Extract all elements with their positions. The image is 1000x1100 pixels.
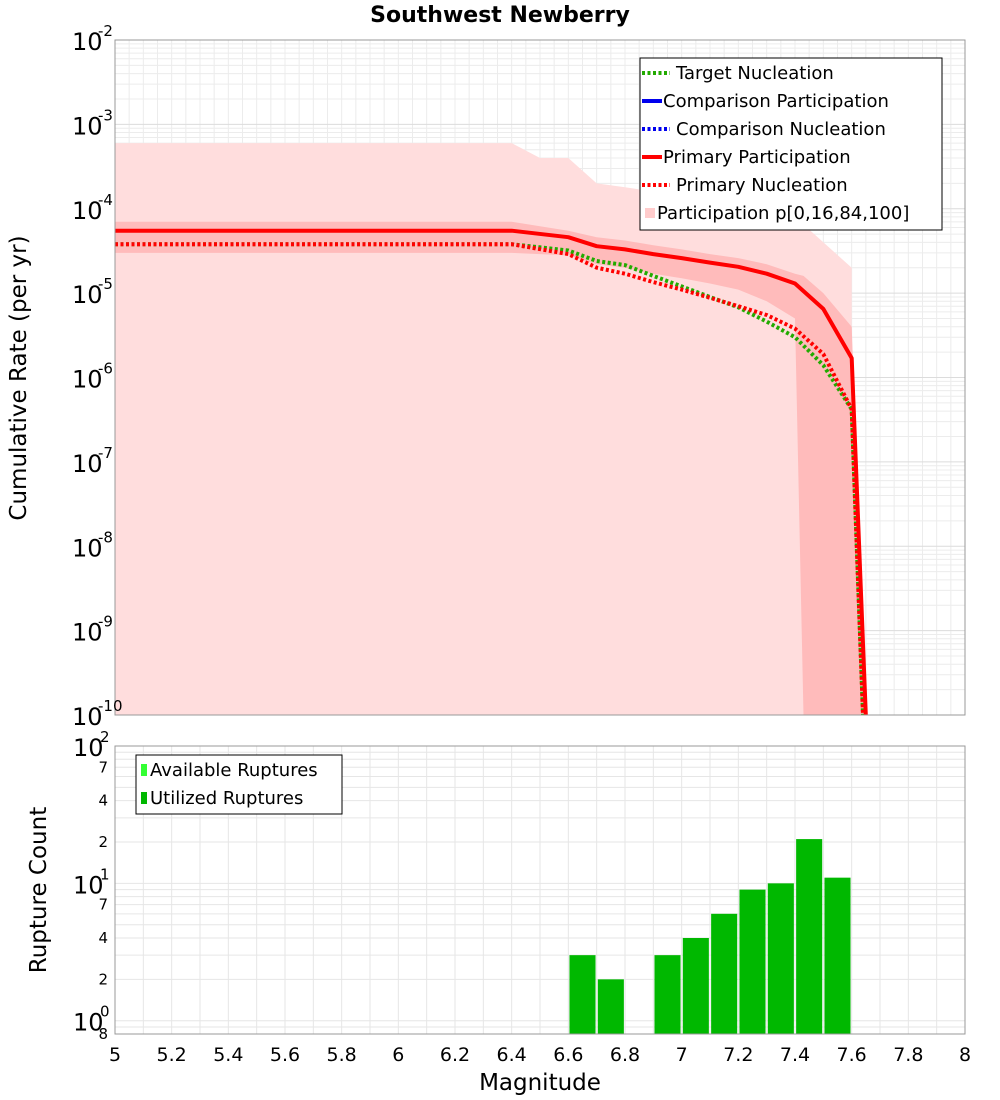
- x-tick-label: 7.4: [780, 1044, 810, 1066]
- x-tick-label: 6: [392, 1044, 404, 1066]
- top-legend-box: [639, 57, 943, 231]
- legend-label: Participation p[0,16,84,100]: [657, 203, 909, 224]
- y-tick-label: 10: [72, 619, 103, 647]
- y-tick-exponent: -3: [98, 106, 113, 124]
- x-tick-label: 5.4: [213, 1044, 243, 1066]
- top-legend: Target Nucleation Comparison Participatio…: [639, 57, 943, 231]
- legend-label: Target Nucleation: [675, 63, 834, 84]
- y-tick-label: 10: [73, 734, 104, 762]
- x-tick-label: 7.2: [723, 1044, 753, 1066]
- chart-title: Southwest Newberry: [370, 3, 630, 28]
- y-tick-label: 8: [98, 1025, 108, 1043]
- y-tick-label: 10: [72, 703, 103, 731]
- y-tick-exponent: -8: [98, 528, 113, 546]
- series-line-target-nucleation: [115, 242, 865, 716]
- y-tick-exponent: -10: [98, 697, 123, 715]
- x-tick-label: 8: [959, 1044, 971, 1066]
- bar: [767, 883, 794, 1034]
- y-tick-exponent: 0: [100, 1003, 110, 1021]
- bar: [711, 913, 738, 1034]
- legend-swatch-bar: [141, 792, 147, 804]
- x-axis-label: Magnitude: [479, 1070, 601, 1096]
- bar: [824, 877, 851, 1034]
- y-tick-exponent: 2: [100, 728, 110, 746]
- y-tick-exponent: 1: [100, 865, 110, 883]
- legend-swatch-bar: [141, 764, 147, 776]
- y-tick-label: 10: [72, 281, 103, 309]
- y-tick-label: 10: [72, 366, 103, 394]
- legend-label: Primary Nucleation: [676, 175, 848, 196]
- bar: [739, 889, 766, 1034]
- x-tick-label: 7: [676, 1044, 688, 1066]
- y-tick-label: 4: [98, 929, 108, 947]
- legend-label: Comparison Participation: [663, 91, 889, 112]
- x-ticks: 5 5.2 5.4 5.6 5.8 6 6.2 6.4 6.6 6.8 7 7.2 7.4 7.6 7.8 8: [109, 1044, 971, 1066]
- y-tick-label: 2: [98, 833, 108, 851]
- x-tick-label: 5.8: [327, 1044, 357, 1066]
- series-line-primary-nucleation: [115, 242, 865, 716]
- y-tick-label: 10: [73, 871, 104, 899]
- y-tick-label: 10: [72, 112, 103, 140]
- bottom-plot-border: [114, 745, 966, 1035]
- y-tick-exponent: -6: [98, 360, 113, 378]
- x-tick-label: 6.6: [553, 1044, 583, 1066]
- y-tick-label: 7: [98, 758, 108, 776]
- bar: [569, 955, 596, 1034]
- top-y-axis-label: Cumulative Rate (per yr): [6, 235, 32, 520]
- y-tick-label: 10: [72, 450, 103, 478]
- bar: [597, 979, 624, 1034]
- bottom-y-axis-label: Rupture Count: [26, 807, 52, 973]
- y-tick-label: 2: [98, 970, 108, 988]
- band-p0-p100: [115, 143, 852, 716]
- bottom-legend: Available Ruptures Utilized Ruptures: [135, 754, 343, 815]
- x-tick-label: 6.2: [440, 1044, 470, 1066]
- bar: [654, 955, 681, 1034]
- x-tick-label: 5.6: [270, 1044, 300, 1066]
- legend-label: Primary Participation: [663, 147, 851, 168]
- legend-label: Comparison Nucleation: [676, 119, 886, 140]
- y-tick-label: 10: [72, 28, 103, 56]
- bar: [682, 938, 709, 1034]
- x-tick-label: 7.6: [837, 1044, 867, 1066]
- bar: [796, 839, 823, 1034]
- x-tick-label: 5.2: [157, 1044, 187, 1066]
- y-tick-label: 10: [73, 1009, 104, 1037]
- y-tick-exponent: -7: [98, 444, 113, 462]
- bottom-legend-box: [135, 754, 343, 815]
- y-tick-label: 10: [72, 534, 103, 562]
- top-plot-border: [114, 39, 966, 716]
- x-tick-label: 6.4: [497, 1044, 527, 1066]
- y-tick-exponent: -5: [98, 275, 113, 293]
- x-tick-label: 7.8: [893, 1044, 923, 1066]
- legend-swatch-band: [645, 208, 655, 218]
- y-tick-exponent: -4: [98, 191, 113, 209]
- y-tick-exponent: -9: [98, 613, 113, 631]
- x-tick-label: 6.8: [610, 1044, 640, 1066]
- y-tick-label: 7: [98, 896, 108, 914]
- y-tick-exponent: -2: [98, 22, 113, 40]
- top-y-ticks: 10-210-310-410-510-610-710-810-910-10: [72, 22, 123, 731]
- legend-label: Available Ruptures: [150, 760, 318, 781]
- y-tick-label: 4: [98, 792, 108, 810]
- y-tick-label: 10: [72, 197, 103, 225]
- legend-label: Utilized Ruptures: [150, 788, 303, 809]
- x-tick-label: 5: [109, 1044, 121, 1066]
- series-line-primary-participation: [115, 228, 868, 716]
